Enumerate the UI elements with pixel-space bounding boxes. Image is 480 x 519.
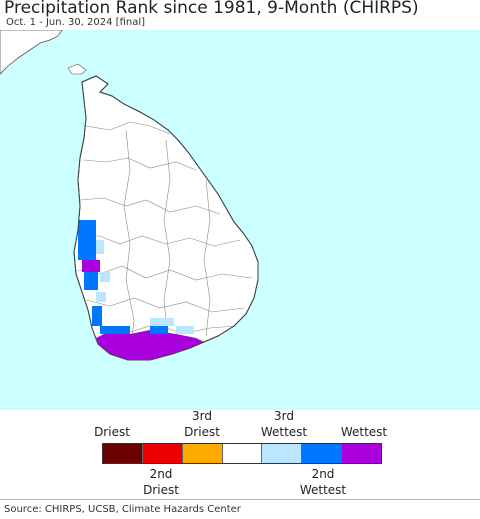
coastline-outline: [73, 75, 259, 361]
legend-swatch-3: [222, 444, 263, 463]
third-wettest-area: [96, 240, 194, 334]
legend-swatch-5: [302, 444, 343, 463]
legend-swatch-6: [342, 444, 382, 463]
source-credit: Source: CHIRPS, UCSB, Climate Hazards Ce…: [4, 504, 241, 515]
map-title: Precipitation Rank since 1981, 9-Month (…: [4, 0, 419, 18]
map-subtitle: Oct. 1 - Jun. 30, 2024 [final]: [6, 17, 146, 28]
wettest-area: [82, 260, 204, 360]
second-wettest-area: [78, 220, 168, 334]
ocean: [0, 30, 480, 410]
legend-label-3rd-wettest: 3rd Wettest: [260, 409, 308, 439]
legend-label-2nd-wettest: 2nd Wettest: [299, 467, 347, 497]
legend-swatch-0: [103, 444, 143, 463]
legend-label-wettest: Wettest: [340, 425, 388, 439]
legend-swatch-2: [182, 444, 223, 463]
legend-color-bar: [102, 443, 382, 464]
legend-label-2nd-driest: 2nd Driest: [143, 467, 179, 497]
footer-divider: [0, 499, 480, 500]
legend-swatch-4: [262, 444, 303, 463]
precipitation-rank-map: [0, 30, 480, 410]
legend-label-3rd-driest: 3rd Driest: [184, 409, 220, 439]
legend-label-driest: Driest: [94, 425, 130, 439]
legend-swatch-1: [142, 444, 183, 463]
india-landmass: [0, 30, 63, 75]
jaffna-islands: [67, 63, 87, 75]
